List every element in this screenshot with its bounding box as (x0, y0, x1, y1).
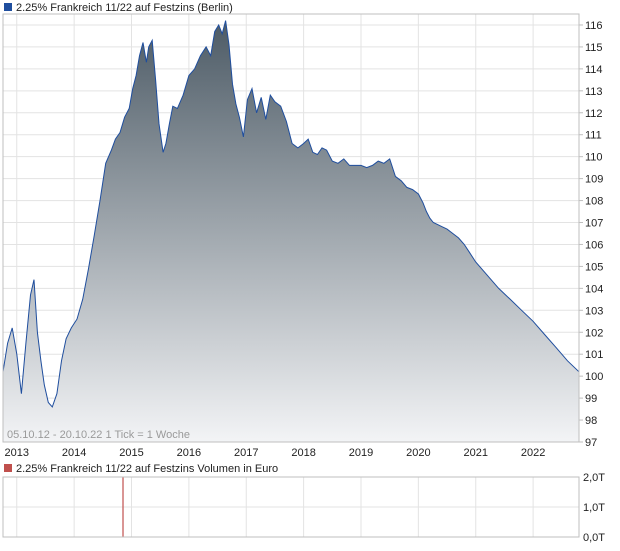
price-line (2, 20, 580, 408)
volume-bars (122, 477, 124, 537)
price-y-tick-label: 110 (585, 152, 603, 164)
x-tick-label: 2015 (119, 447, 143, 459)
volume-panel: 2,0T 1,0T 0,0T (2, 472, 605, 544)
price-y-tick-label: 103 (585, 305, 603, 317)
volume-legend-swatch-icon (4, 464, 12, 472)
price-legend-swatch-icon (4, 3, 12, 11)
x-tick-label: 2016 (177, 447, 201, 459)
volume-y-axis: 2,0T 1,0T 0,0T (583, 472, 605, 544)
x-tick-label: 2021 (463, 447, 487, 459)
price-y-tick-label: 106 (585, 239, 603, 251)
volume-legend-label: 2.25% Frankreich 11/22 auf Festzins Volu… (16, 463, 278, 475)
price-panel: 97 98 99 100 101 102 103 104 105 106 107 108 109 110 1… (2, 13, 603, 459)
price-y-tick-label: 116 (585, 20, 603, 32)
price-area (3, 20, 579, 442)
volume-y-tick-label: 1,0T (583, 502, 605, 514)
price-y-tick-label: 99 (585, 393, 597, 405)
volume-y-tick-label: 0,0T (583, 532, 605, 544)
x-tick-label: 2018 (291, 447, 315, 459)
price-y-tick-label: 109 (585, 174, 603, 186)
x-tick-label: 2020 (406, 447, 430, 459)
price-y-tick-label: 100 (585, 371, 603, 383)
volume-bar (122, 477, 124, 537)
price-y-tick-label: 104 (585, 283, 603, 295)
x-tick-label: 2022 (521, 447, 545, 459)
x-axis: 2013 2014 2015 2016 2017 2018 2019 2020 2021 2022 (5, 447, 546, 459)
x-tick-label: 2014 (62, 447, 86, 459)
x-tick-label: 2019 (349, 447, 373, 459)
time-range-info: 05.10.12 - 20.10.22 1 Tick = 1 Woche (7, 429, 190, 441)
price-y-tick-label: 108 (585, 196, 603, 208)
price-y-tick-label: 113 (585, 86, 603, 98)
price-y-tick-label: 112 (585, 108, 603, 120)
price-y-tick-label: 98 (585, 415, 597, 427)
price-y-tick-label: 97 (585, 437, 597, 449)
price-y-tick-label: 105 (585, 261, 603, 273)
price-y-tick-label: 114 (585, 64, 603, 76)
price-legend-label: 2.25% Frankreich 11/22 auf Festzins (Ber… (16, 2, 233, 14)
price-y-tick-label: 107 (585, 218, 603, 230)
price-plot-frame (2, 13, 580, 443)
price-y-tick-label: 102 (585, 327, 603, 339)
x-tick-label: 2013 (5, 447, 29, 459)
volume-plot-frame (2, 476, 580, 538)
price-y-tick-label: 115 (585, 42, 603, 54)
price-y-tick-label: 111 (585, 130, 602, 142)
price-y-tick-label: 101 (585, 349, 603, 361)
x-tick-label: 2017 (234, 447, 258, 459)
volume-y-tick-label: 2,0T (583, 472, 605, 484)
price-y-axis: 97 98 99 100 101 102 103 104 105 106 107 108 109 110 1… (579, 20, 603, 449)
